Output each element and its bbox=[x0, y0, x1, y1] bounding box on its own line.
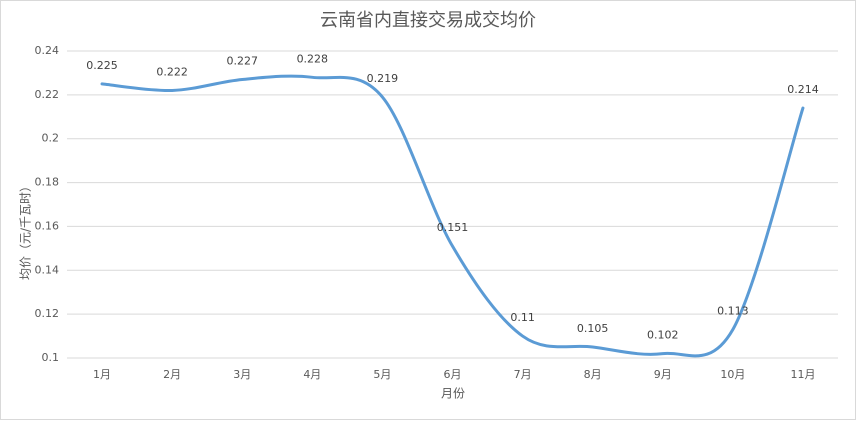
x-tick-label: 4月 bbox=[303, 368, 321, 381]
x-axis-label: 月份 bbox=[441, 387, 465, 401]
data-label: 0.214 bbox=[787, 83, 819, 96]
y-tick-label: 0.12 bbox=[35, 307, 60, 320]
data-label: 0.105 bbox=[577, 322, 609, 335]
data-label: 0.225 bbox=[86, 59, 118, 72]
data-label: 0.11 bbox=[510, 311, 535, 324]
y-tick-label: 0.14 bbox=[35, 263, 60, 276]
x-tick-label: 6月 bbox=[444, 368, 462, 381]
line bbox=[100, 74, 805, 358]
x-tick-label: 3月 bbox=[233, 368, 251, 381]
y-tick-label: 0.24 bbox=[35, 44, 60, 57]
chart-title: 云南省内直接交易成交均价 bbox=[320, 10, 536, 31]
y-tick-label: 0.16 bbox=[35, 219, 60, 232]
x-tick-label: 10月 bbox=[720, 368, 745, 381]
y-tick-label: 0.18 bbox=[35, 176, 60, 189]
data-label: 0.227 bbox=[226, 55, 258, 68]
y-tick-label: 0.22 bbox=[35, 88, 60, 101]
x-tick-label: 8月 bbox=[584, 368, 602, 381]
data-label: 0.228 bbox=[297, 52, 329, 65]
x-tick-label: 7月 bbox=[514, 368, 532, 381]
x-tick-label: 11月 bbox=[790, 368, 815, 381]
data-label: 0.151 bbox=[437, 221, 469, 234]
data-label: 0.102 bbox=[647, 329, 679, 342]
x-tick-label: 9月 bbox=[654, 368, 672, 381]
data-label: 0.219 bbox=[367, 72, 399, 85]
data-label: 0.222 bbox=[156, 65, 188, 78]
data-label: 0.113 bbox=[717, 304, 749, 317]
x-tick-label: 2月 bbox=[163, 368, 181, 381]
x-tick-label: 1月 bbox=[93, 368, 111, 381]
y-tick-label: 0.1 bbox=[42, 351, 60, 364]
y-axis-label: 均价（元/千瓦时） bbox=[19, 180, 33, 280]
y-tick-label: 0.2 bbox=[42, 132, 60, 145]
x-tick-label: 5月 bbox=[373, 368, 391, 381]
